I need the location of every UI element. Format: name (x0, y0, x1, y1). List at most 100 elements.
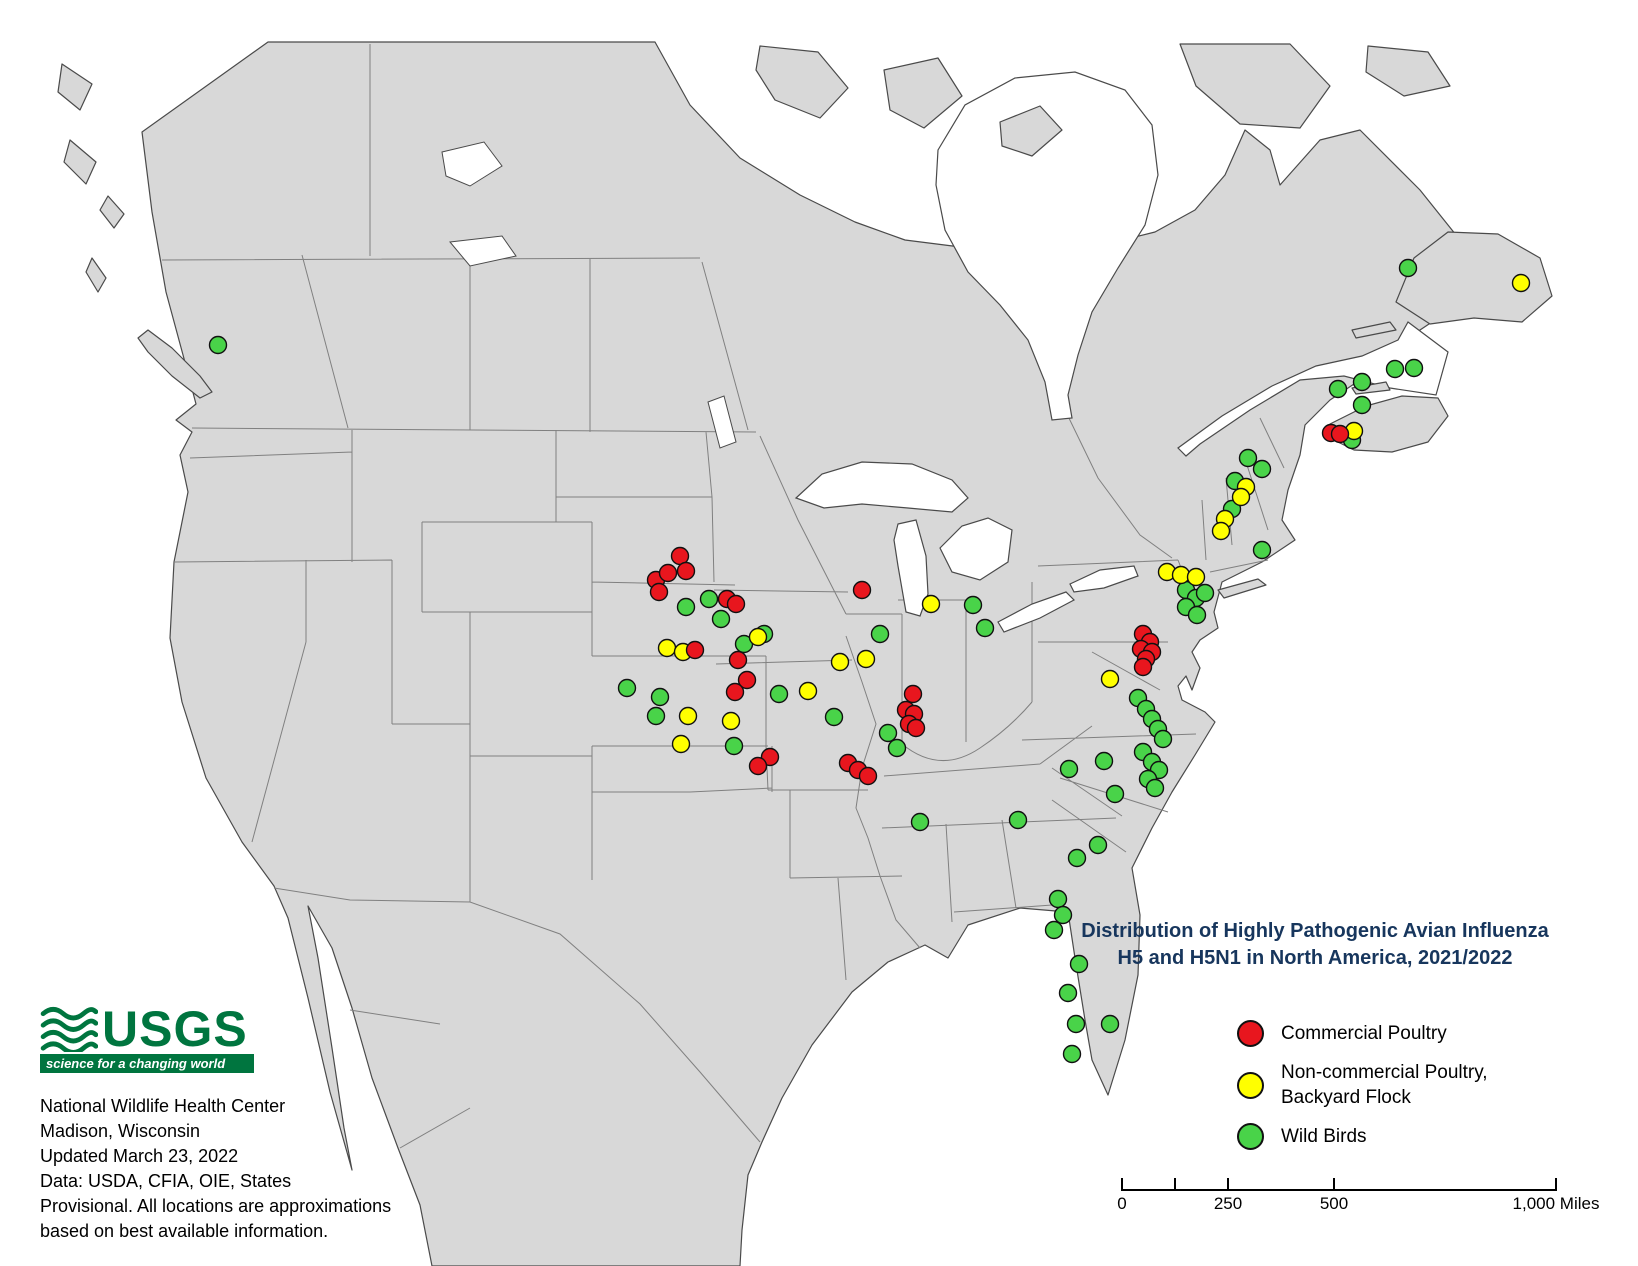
scale-tick-500 (1333, 1178, 1335, 1189)
outbreak-point-noncommercial_poultry (1186, 567, 1206, 587)
outbreak-point-wild_birds (769, 684, 789, 704)
credit-line-city: Madison, Wisconsin (40, 1121, 201, 1141)
scale-bar-labels: 0 250 500 1,000 Miles (1112, 1194, 1632, 1216)
outbreak-point-wild_birds (1058, 983, 1078, 1003)
alaska-panhandle-island-2 (63, 139, 97, 185)
outbreak-point-noncommercial_poultry (748, 627, 768, 647)
outbreak-point-commercial_poultry (725, 682, 745, 702)
outbreak-point-wild_birds (676, 597, 696, 617)
baffin-island (1179, 43, 1331, 129)
outbreak-point-commercial_poultry (858, 766, 878, 786)
outbreak-point-wild_birds (963, 595, 983, 615)
credit-line-provisional-2: based on best available information. (40, 1221, 329, 1241)
interior-lakes (441, 141, 737, 449)
outbreak-point-wild_birds (650, 687, 670, 707)
scale-tick-0 (1121, 1178, 1123, 1189)
commercial-poultry-swatch-icon (1237, 1020, 1264, 1047)
scale-label-250: 250 (1213, 1194, 1243, 1213)
outbreak-point-wild_birds (1067, 848, 1087, 868)
alaska-panhandle-island-3 (99, 195, 125, 229)
outbreak-points-layer (208, 258, 1531, 1064)
scale-label-500: 500 (1319, 1194, 1349, 1213)
lake-huron (939, 517, 1013, 581)
credits-block: National Wildlife Health Center Madison,… (40, 1094, 391, 1244)
lake-superior (794, 461, 969, 513)
outbreak-point-commercial_poultry (1330, 424, 1350, 444)
outbreak-point-noncommercial_poultry (671, 734, 691, 754)
haida-gwaii-island (85, 257, 107, 293)
outbreak-point-wild_birds (724, 736, 744, 756)
scale-tick-125 (1174, 1178, 1176, 1189)
credit-line-provisional-1: Provisional. All locations are approxima… (40, 1196, 392, 1216)
outbreak-point-wild_birds (1252, 540, 1272, 560)
great-slave-lake (449, 235, 517, 267)
outbreak-point-commercial_poultry (726, 594, 746, 614)
lake-michigan (893, 519, 929, 617)
outbreak-point-commercial_poultry (852, 580, 872, 600)
outbreak-point-noncommercial_poultry (1211, 521, 1231, 541)
outbreak-point-wild_birds (1094, 751, 1114, 771)
outbreak-point-noncommercial_poultry (657, 638, 677, 658)
arctic-island-3 (1365, 45, 1451, 97)
outbreak-point-wild_birds (617, 678, 637, 698)
outbreak-point-noncommercial_poultry (1231, 487, 1251, 507)
long-island (1217, 578, 1267, 599)
outbreak-point-commercial_poultry (649, 582, 669, 602)
lake-ontario (1069, 565, 1139, 593)
mainland-landmass (141, 41, 1471, 1266)
legend-label-commercial: Commercial Poultry (1281, 1023, 1447, 1044)
legend-label-noncommercial: Non-commercial Poultry, Backyard Flock (1281, 1060, 1488, 1110)
outbreak-point-wild_birds (1048, 889, 1068, 909)
outbreak-point-wild_birds (1145, 778, 1165, 798)
lake-erie (997, 591, 1075, 633)
outbreak-point-commercial_poultry (685, 640, 705, 660)
legend-label-noncommercial-line2: Backyard Flock (1281, 1087, 1411, 1108)
great-bear-lake (441, 141, 503, 187)
outbreak-point-commercial_poultry (658, 563, 678, 583)
scale-tick-1000 (1555, 1178, 1557, 1189)
outbreak-point-commercial_poultry (1133, 657, 1153, 677)
outbreak-point-wild_birds (1044, 920, 1064, 940)
outbreak-point-wild_birds (1352, 395, 1372, 415)
outbreak-point-noncommercial_poultry (921, 594, 941, 614)
usgs-logo-top: USGS (40, 1001, 254, 1057)
outbreak-point-wild_birds (1187, 605, 1207, 625)
outbreak-point-commercial_poultry (906, 718, 926, 738)
scale-bar-ticks (1112, 1178, 1632, 1189)
outbreak-point-wild_birds (1328, 379, 1348, 399)
outbreak-point-wild_birds (878, 723, 898, 743)
outbreak-point-wild_birds (910, 812, 930, 832)
legend-label-noncommercial-line1: Non-commercial Poultry, (1281, 1062, 1488, 1083)
outbreak-point-noncommercial_poultry (1511, 273, 1531, 293)
outbreak-point-wild_birds (887, 738, 907, 758)
outbreak-point-wild_birds (1008, 810, 1028, 830)
outbreak-point-wild_birds (1153, 729, 1173, 749)
outbreak-point-wild_birds (1238, 448, 1258, 468)
scale-label-1000-miles: 1,000 Miles (1512, 1194, 1600, 1213)
outbreak-point-wild_birds (1059, 759, 1079, 779)
outbreak-point-commercial_poultry (676, 561, 696, 581)
outbreak-point-wild_birds (1069, 954, 1089, 974)
noncommercial-poultry-swatch-icon (1237, 1071, 1264, 1099)
scale-bar: 0 250 500 1,000 Miles (1112, 1178, 1632, 1228)
outbreak-point-commercial_poultry (748, 756, 768, 776)
outbreak-point-wild_birds (1385, 359, 1405, 379)
outbreak-point-wild_birds (699, 589, 719, 609)
great-lakes (794, 461, 1139, 633)
outbreak-point-wild_birds (1100, 1014, 1120, 1034)
outbreak-point-noncommercial_poultry (856, 649, 876, 669)
outbreak-point-noncommercial_poultry (798, 681, 818, 701)
outbreak-point-wild_birds (1066, 1014, 1086, 1034)
map-title-line1: Distribution of Highly Pathogenic Avian … (1081, 920, 1549, 942)
legend: Commercial Poultry Non-commercial Poultr… (1237, 1020, 1488, 1163)
arctic-island-1 (755, 45, 849, 119)
usgs-logo: USGS science for a changing world (40, 1001, 254, 1073)
outbreak-point-commercial_poultry (737, 670, 757, 690)
credit-line-updated: Updated March 23, 2022 (40, 1146, 239, 1166)
scale-label-0: 0 (1117, 1194, 1127, 1213)
legend-item-noncommercial-poultry: Non-commercial Poultry, Backyard Flock (1237, 1060, 1488, 1110)
hudson-bay (935, 71, 1159, 421)
map-title-line2: H5 and H5N1 in North America, 2021/2022 (1117, 947, 1513, 969)
usgs-acronym: USGS (102, 1001, 248, 1057)
